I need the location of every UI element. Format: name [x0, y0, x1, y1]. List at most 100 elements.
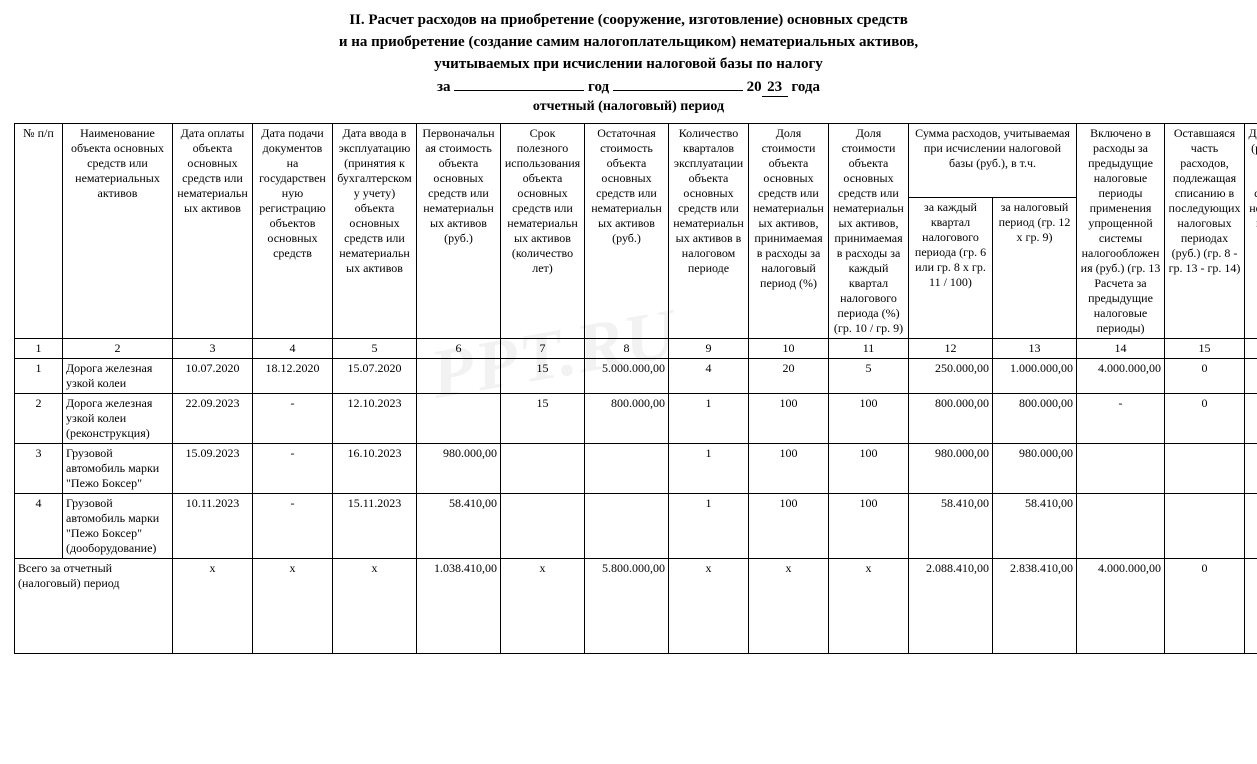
total-cell-c6: 1.038.410,00	[417, 559, 501, 654]
cell-c15: 0	[1165, 359, 1245, 394]
period-year-prefix: 20	[747, 79, 762, 95]
cell-c15	[1165, 444, 1245, 494]
cell-n: 3	[15, 444, 63, 494]
col-header-10: Доля стоимости объекта основных средств …	[749, 124, 829, 339]
cell-name: Дорога железная узкой колеи	[63, 359, 173, 394]
cell-c11: 100	[829, 394, 909, 444]
cell-c8: 5.000.000,00	[585, 359, 669, 394]
period-year-suffix: 23	[762, 79, 788, 97]
col-header-5: Дата ввода в эксплуатацию (принятия к бу…	[333, 124, 417, 339]
period-blank-1	[454, 90, 584, 91]
column-number-14: 14	[1077, 339, 1165, 359]
cell-n: 4	[15, 494, 63, 559]
cell-c8: 800.000,00	[585, 394, 669, 444]
total-cell-c5: x	[333, 559, 417, 654]
cell-c14	[1077, 444, 1165, 494]
cell-c11: 5	[829, 359, 909, 394]
cell-name: Дорога железная узкой колеи (реконструкц…	[63, 394, 173, 444]
cell-c11: 100	[829, 494, 909, 559]
cell-c5: 16.10.2023	[333, 444, 417, 494]
col-header-11: Доля стоимости объекта основных средств …	[829, 124, 909, 339]
period-blank-2	[613, 90, 743, 91]
column-number-12: 12	[909, 339, 993, 359]
cell-c4: -	[253, 494, 333, 559]
cell-c4: -	[253, 394, 333, 444]
cell-c16: -	[1245, 444, 1257, 494]
cell-n: 2	[15, 394, 63, 444]
cell-c7	[501, 494, 585, 559]
col-header-6: Первоначальная стоимость объекта основны…	[417, 124, 501, 339]
column-number-7: 7	[501, 339, 585, 359]
cell-c5: 15.07.2020	[333, 359, 417, 394]
column-number-3: 3	[173, 339, 253, 359]
table-row: 3Грузовой автомобиль марки "Пежо Боксер"…	[15, 444, 1257, 494]
col-header-14: Включено в расходы за предыдущие налогов…	[1077, 124, 1165, 339]
col-header-16: Дата выбытия (реализации) объекта основн…	[1245, 124, 1257, 339]
cell-c9: 4	[669, 359, 749, 394]
column-number-5: 5	[333, 339, 417, 359]
cell-c16: -	[1245, 394, 1257, 444]
cell-c6: 58.410,00	[417, 494, 501, 559]
cell-c10: 100	[749, 394, 829, 444]
cell-c12: 58.410,00	[909, 494, 993, 559]
col-header-12-13-top: Сумма расходов, учитываемая при исчислен…	[909, 124, 1077, 198]
col-header-2: Наименование объекта основных средств ил…	[63, 124, 173, 339]
header-row-1: № п/п Наименование объекта основных сред…	[15, 124, 1257, 198]
cell-c3: 22.09.2023	[173, 394, 253, 444]
period-year-word: год	[588, 79, 609, 95]
cell-c15: 0	[1165, 394, 1245, 444]
cell-c8	[585, 444, 669, 494]
total-cell-c7: x	[501, 559, 585, 654]
total-row: Всего за отчетный (налоговый) периодxxx1…	[15, 559, 1257, 654]
cell-c14: -	[1077, 394, 1165, 444]
cell-c10: 20	[749, 359, 829, 394]
col-header-8: Остаточная стоимость объекта основных ср…	[585, 124, 669, 339]
cell-c10: 100	[749, 444, 829, 494]
cell-c13: 58.410,00	[993, 494, 1077, 559]
cell-c13: 800.000,00	[993, 394, 1077, 444]
cell-c16: -	[1245, 359, 1257, 394]
total-label: Всего за отчетный (налоговый) период	[15, 559, 173, 654]
table-row: 2Дорога железная узкой колеи (реконструк…	[15, 394, 1257, 444]
total-cell-c11: x	[829, 559, 909, 654]
cell-name: Грузовой автомобиль марки "Пежо Боксер" …	[63, 494, 173, 559]
total-cell-c13: 2.838.410,00	[993, 559, 1077, 654]
document-page: PPT.RU II. Расчет расходов на приобретен…	[0, 0, 1257, 674]
cell-n: 1	[15, 359, 63, 394]
col-header-3: Дата оплаты объекта основных средств или…	[173, 124, 253, 339]
column-number-row: 12345678910111213141516	[15, 339, 1257, 359]
title-line-3: учитываемых при исчислении налоговой баз…	[14, 54, 1243, 76]
cell-c3: 10.07.2020	[173, 359, 253, 394]
col-header-7: Срок полезного использования объекта осн…	[501, 124, 585, 339]
cell-c8	[585, 494, 669, 559]
column-number-15: 15	[1165, 339, 1245, 359]
cell-c7	[501, 444, 585, 494]
period-sublabel: отчетный (налоговый) период	[14, 99, 1243, 115]
cell-c3: 10.11.2023	[173, 494, 253, 559]
period-prefix: за	[437, 79, 451, 95]
total-cell-c9: x	[669, 559, 749, 654]
cell-c11: 100	[829, 444, 909, 494]
total-cell-c8: 5.800.000,00	[585, 559, 669, 654]
cell-c4: -	[253, 444, 333, 494]
total-cell-c15: 0	[1165, 559, 1245, 654]
cell-c9: 1	[669, 444, 749, 494]
total-cell-c12: 2.088.410,00	[909, 559, 993, 654]
period-year-word-2: года	[791, 79, 820, 95]
cell-c10: 100	[749, 494, 829, 559]
cell-c7: 15	[501, 394, 585, 444]
title-line-2: и на приобретение (создание самим налого…	[14, 32, 1243, 54]
total-cell-c4: x	[253, 559, 333, 654]
cell-c15	[1165, 494, 1245, 559]
column-number-11: 11	[829, 339, 909, 359]
column-number-6: 6	[417, 339, 501, 359]
cell-name: Грузовой автомобиль марки "Пежо Боксер"	[63, 444, 173, 494]
cell-c6	[417, 359, 501, 394]
cell-c5: 12.10.2023	[333, 394, 417, 444]
cell-c6: 980.000,00	[417, 444, 501, 494]
total-cell-c16: x	[1245, 559, 1257, 654]
cell-c12: 800.000,00	[909, 394, 993, 444]
col-header-12: за каждый квартал налогового периода (гр…	[909, 198, 993, 339]
cell-c13: 980.000,00	[993, 444, 1077, 494]
table-row: 4Грузовой автомобиль марки "Пежо Боксер"…	[15, 494, 1257, 559]
